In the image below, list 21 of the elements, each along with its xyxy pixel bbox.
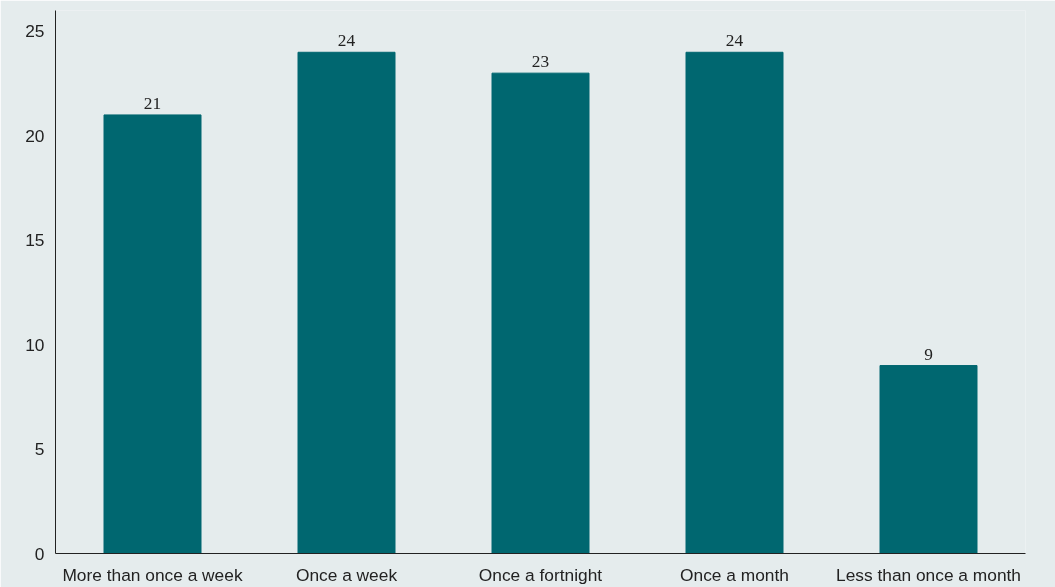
bar — [297, 51, 396, 554]
bar — [879, 365, 978, 554]
x-tick-label: Once a fortnight — [478, 564, 603, 585]
bar — [103, 114, 202, 554]
y-tick-label: 5 — [34, 439, 45, 460]
x-tick-label: Less than once a month — [836, 564, 1021, 585]
y-tick-label: 25 — [25, 21, 45, 42]
data-label: 23 — [531, 52, 550, 72]
bar — [491, 72, 590, 554]
bar — [685, 51, 784, 554]
y-tick-label: 15 — [25, 230, 45, 251]
y-tick-label: 10 — [25, 334, 45, 355]
x-tick-label: More than once a week — [62, 564, 243, 585]
x-tick-label: Once a week — [295, 564, 398, 585]
x-tick-label: Once a month — [680, 564, 789, 585]
y-tick-label: 0 — [34, 543, 45, 564]
data-label: 24 — [337, 31, 356, 51]
data-label: 9 — [924, 344, 933, 364]
data-label: 24 — [725, 31, 744, 51]
data-label: 21 — [143, 93, 162, 113]
y-tick-label: 20 — [25, 125, 45, 146]
